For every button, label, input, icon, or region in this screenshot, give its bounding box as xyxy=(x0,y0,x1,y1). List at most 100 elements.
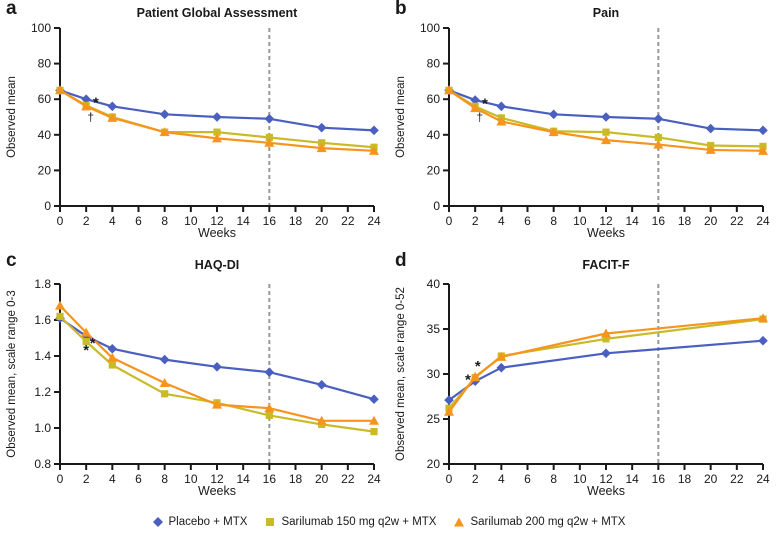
series-triangle xyxy=(55,85,379,155)
data-point xyxy=(316,380,327,390)
y-tick-label: 100 xyxy=(420,21,440,35)
data-point xyxy=(654,133,662,142)
data-point xyxy=(548,127,559,137)
data-point xyxy=(212,399,222,409)
x-tick-label: 10 xyxy=(573,214,587,228)
x-tick-label: 24 xyxy=(756,214,770,228)
y-tick-label: 1.6 xyxy=(34,313,51,327)
data-point xyxy=(653,139,664,149)
series-line xyxy=(59,89,375,152)
data-point xyxy=(369,415,379,425)
y-tick-label: 0 xyxy=(433,199,440,213)
data-point xyxy=(82,338,90,346)
x-tick-label: 8 xyxy=(550,214,557,228)
x-tick-label: 6 xyxy=(524,472,531,486)
data-point xyxy=(265,133,273,142)
x-tick-label: 0 xyxy=(57,214,64,228)
x-tick-label: 12 xyxy=(210,214,224,228)
x-tick-label: 22 xyxy=(730,472,744,486)
x-tick-label: 22 xyxy=(341,214,355,228)
panel-title: HAQ-DI xyxy=(194,258,240,272)
data-point xyxy=(470,371,481,381)
x-tick-label: 18 xyxy=(678,214,692,228)
y-tick-label: 40 xyxy=(427,277,441,291)
x-tick-label: 10 xyxy=(573,472,587,486)
triangle-marker-icon xyxy=(453,516,465,528)
panel-letter: b xyxy=(395,0,407,19)
data-point xyxy=(496,362,507,373)
significance-annotation: * xyxy=(475,358,481,375)
significance-annotation: * xyxy=(93,95,99,112)
data-point xyxy=(107,344,118,354)
x-tick-label: 4 xyxy=(498,214,505,228)
data-point xyxy=(496,351,507,361)
data-point xyxy=(444,85,454,95)
x-tick-label: 6 xyxy=(135,214,142,228)
x-tick-label: 20 xyxy=(315,472,329,486)
data-point xyxy=(316,122,327,133)
x-tick-label: 6 xyxy=(135,472,142,486)
y-tick-label: 60 xyxy=(38,92,52,106)
data-point xyxy=(758,335,768,346)
data-point xyxy=(265,411,273,419)
x-tick-label: 20 xyxy=(315,214,329,228)
data-point xyxy=(758,125,768,136)
legend-label: Sarilumab 150 mg q2w + MTX xyxy=(281,516,437,528)
data-point xyxy=(496,116,507,126)
panel-b: 0 20 40 60 80 100 0 2 4 6 8 10 12 14 16 18 20 22 24 * † b Pa… xyxy=(391,0,775,250)
data-point xyxy=(81,327,92,337)
data-point xyxy=(107,101,118,112)
y-tick-label: 40 xyxy=(38,128,52,142)
x-tick-label: 20 xyxy=(704,214,718,228)
significance-annotation: * xyxy=(465,371,471,388)
data-point xyxy=(601,112,611,122)
x-axis-label: Weeks xyxy=(587,484,625,498)
significance-annotation: † xyxy=(476,110,483,124)
series-triangle xyxy=(55,300,379,425)
y-tick-label: 25 xyxy=(427,412,441,426)
series-diamond xyxy=(444,335,768,405)
y-tick-label: 100 xyxy=(31,21,51,35)
x-tick-label: 16 xyxy=(263,472,277,486)
x-tick-label: 0 xyxy=(446,472,453,486)
x-tick-label: 2 xyxy=(472,472,479,486)
y-tick-label: 40 xyxy=(427,128,441,142)
series-diamond xyxy=(55,85,379,136)
y-tick-label: 1.4 xyxy=(34,349,51,363)
panel-d: 20 25 30 35 40 0 2 4 6 8 10 12 14 16 18 20 22 24 * * d FACI… xyxy=(391,250,775,508)
x-tick-label: 14 xyxy=(236,472,250,486)
legend: Placebo + MTX Sarilumab 150 mg q2w + MTX… xyxy=(0,516,777,528)
y-tick-label: 1.2 xyxy=(34,385,51,399)
data-point xyxy=(81,101,92,111)
data-point xyxy=(601,328,611,338)
x-tick-label: 0 xyxy=(57,472,64,486)
x-tick-label: 8 xyxy=(550,472,557,486)
legend-label: Sarilumab 200 mg q2w + MTX xyxy=(470,516,626,528)
x-tick-label: 8 xyxy=(161,472,168,486)
x-axis-label: Weeks xyxy=(587,226,625,240)
data-point xyxy=(159,127,170,137)
data-point xyxy=(370,428,378,436)
data-point xyxy=(159,109,170,120)
data-point xyxy=(601,135,611,145)
x-tick-label: 16 xyxy=(652,214,666,228)
y-tick-label: 20 xyxy=(427,163,441,177)
legend-item-sarilumab-200: Sarilumab 200 mg q2w + MTX xyxy=(453,516,625,528)
series-line xyxy=(59,89,375,132)
x-tick-label: 18 xyxy=(289,214,303,228)
y-tick-label: 30 xyxy=(427,367,441,381)
x-tick-label: 22 xyxy=(341,472,355,486)
data-point xyxy=(108,361,116,369)
panel-title: Patient Global Assessment xyxy=(136,6,298,20)
series-line xyxy=(59,317,375,401)
data-point xyxy=(705,144,716,154)
panel-letter: a xyxy=(6,0,17,19)
data-point xyxy=(316,143,327,153)
data-point xyxy=(159,354,170,365)
data-point xyxy=(318,139,326,147)
series-line xyxy=(448,89,764,132)
x-tick-label: 16 xyxy=(263,214,277,228)
